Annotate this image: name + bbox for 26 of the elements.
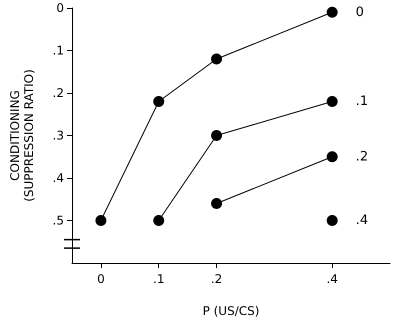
y-tick-label: .4 bbox=[52, 171, 64, 185]
point bbox=[326, 151, 338, 162]
point bbox=[326, 6, 338, 18]
y-tick-label: 0 bbox=[56, 1, 64, 15]
point bbox=[153, 96, 164, 107]
point bbox=[211, 198, 222, 209]
point bbox=[95, 215, 106, 226]
y-tick-label: .5 bbox=[52, 214, 64, 228]
point bbox=[153, 215, 164, 226]
y-tick-label: .1 bbox=[52, 44, 64, 58]
point bbox=[326, 215, 338, 226]
series-label: .4 bbox=[356, 213, 368, 228]
y-tick-label: .2 bbox=[52, 86, 64, 100]
x-axis-title: P (US/CS) bbox=[202, 304, 260, 318]
point bbox=[211, 54, 222, 64]
point bbox=[211, 130, 222, 141]
y-axis-title: CONDITIONING (SUPPRESSION RATIO) bbox=[8, 69, 36, 202]
series-label: 0 bbox=[356, 4, 364, 20]
series-label: .1 bbox=[356, 94, 368, 109]
x-tick-label: .1 bbox=[153, 272, 164, 286]
x-tick-label: .4 bbox=[326, 272, 338, 286]
x-tick-label: 0 bbox=[97, 272, 105, 286]
x-tick-label: .2 bbox=[210, 272, 222, 286]
series-label: .2 bbox=[356, 149, 368, 164]
y-tick-label: .3 bbox=[52, 128, 64, 142]
point bbox=[326, 96, 338, 107]
